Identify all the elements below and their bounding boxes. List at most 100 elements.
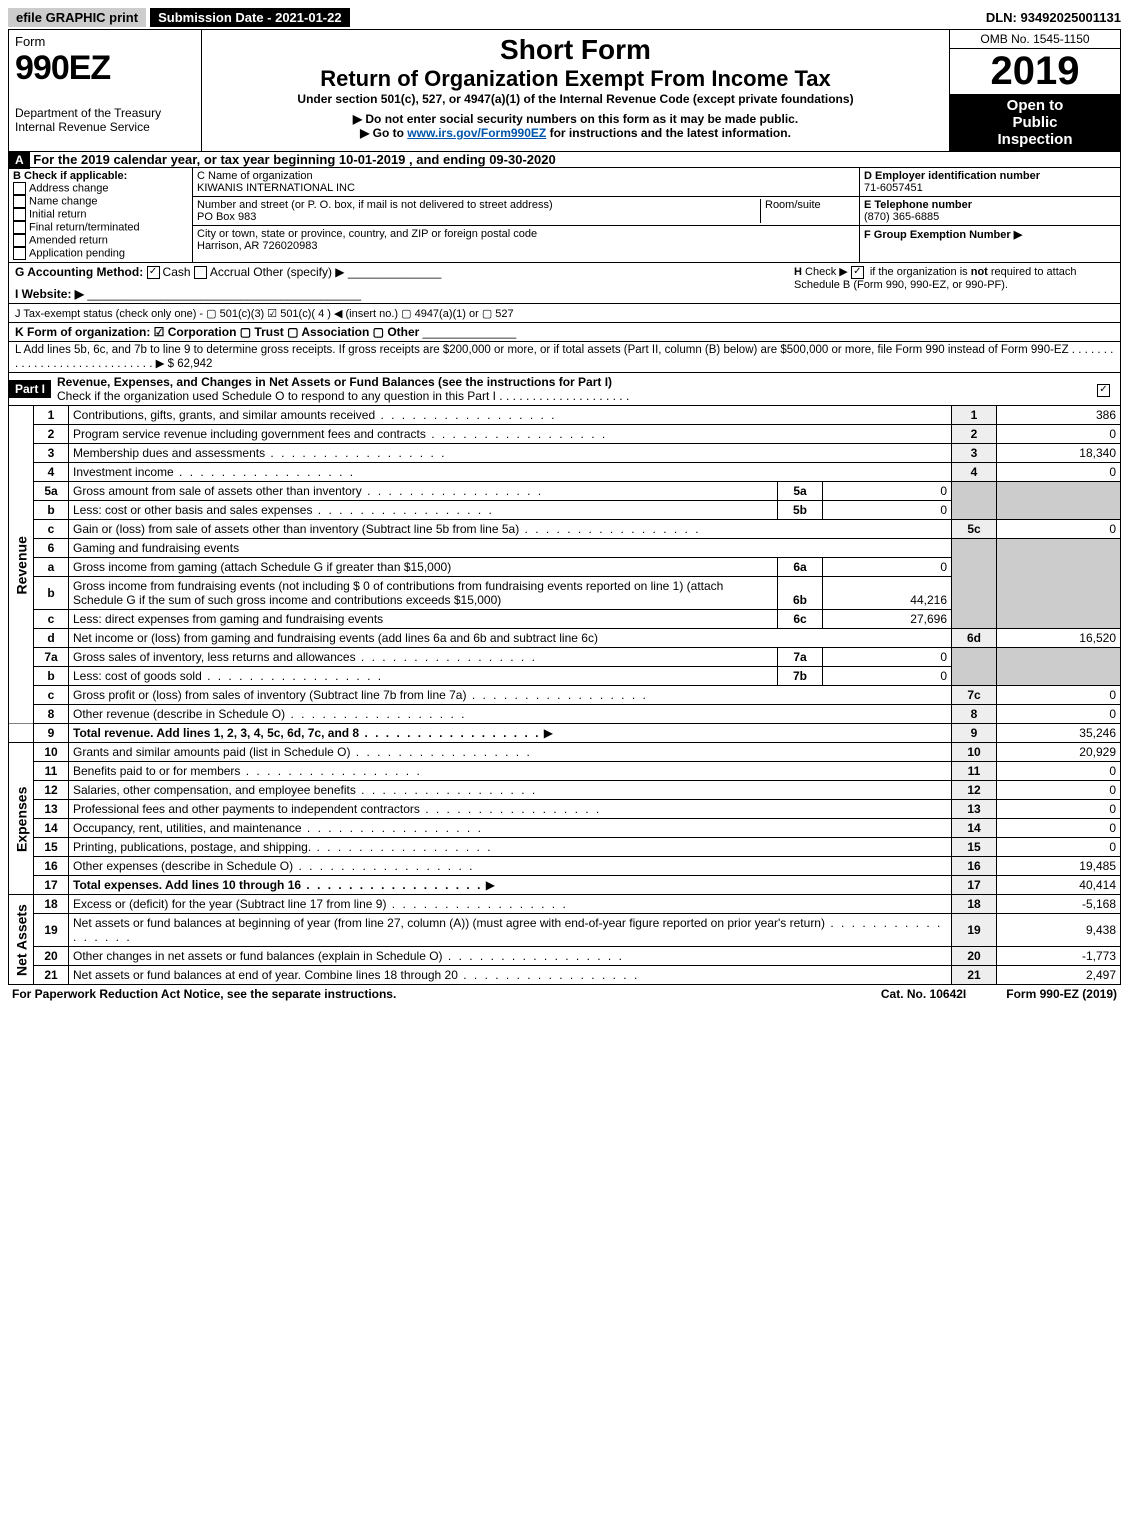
tax-year: 2019 <box>950 49 1120 94</box>
l16-desc: Other expenses (describe in Schedule O) <box>73 859 474 873</box>
vlabel-netassets: Net Assets <box>9 895 34 985</box>
opt-name: Name change <box>29 195 98 207</box>
row-j: J Tax-exempt status (check only one) - ▢… <box>8 304 1121 323</box>
ein-value: 71-6057451 <box>864 182 923 194</box>
org-city: Harrison, AR 726020983 <box>197 240 317 252</box>
l17-amt: 40,414 <box>997 876 1121 895</box>
g-cash: Cash <box>163 265 191 279</box>
l18-desc: Excess or (deficit) for the year (Subtra… <box>73 897 568 911</box>
opt-initial: Initial return <box>29 208 86 220</box>
l7b-sub: 0 <box>823 667 952 685</box>
chk-amended-return[interactable] <box>13 234 26 247</box>
l17-desc: Total expenses. Add lines 10 through 16 <box>73 878 482 892</box>
l12-amt: 0 <box>997 781 1121 800</box>
form-number: 990EZ <box>15 49 195 88</box>
opt-final: Final return/terminated <box>29 221 140 233</box>
chk-initial-return[interactable] <box>13 208 26 221</box>
part1-badge: Part I <box>9 380 51 398</box>
g-label: G Accounting Method: <box>15 265 143 279</box>
submission-date-badge: Submission Date - 2021-01-22 <box>150 8 350 27</box>
dept-line2: Internal Revenue Service <box>15 120 195 134</box>
opt-amended: Amended return <box>29 234 108 246</box>
section-b: B Check if applicable: Address change Na… <box>9 168 193 262</box>
info-grid: B Check if applicable: Address change Na… <box>8 168 1121 263</box>
bullet2-pre: ▶ Go to <box>360 126 407 140</box>
l5a-desc: Gross amount from sale of assets other t… <box>73 484 543 498</box>
header-center: Short Form Return of Organization Exempt… <box>202 30 949 151</box>
chk-part1-sched-o[interactable] <box>1097 384 1110 397</box>
l15-amt: 0 <box>997 838 1121 857</box>
omb-number: OMB No. 1545-1150 <box>950 30 1120 49</box>
l7c-amt: 0 <box>997 686 1121 705</box>
form-header: Form 990EZ Department of the Treasury In… <box>8 29 1121 152</box>
footer-right: Form 990-EZ (2019) <box>1006 987 1117 1001</box>
l2-desc: Program service revenue including govern… <box>73 427 607 441</box>
l7a-desc: Gross sales of inventory, less returns a… <box>73 650 537 664</box>
l6c-desc: Less: direct expenses from gaming and fu… <box>73 612 383 626</box>
c-addr-label: Number and street (or P. O. box, if mail… <box>197 199 553 211</box>
l7c-desc: Gross profit or (loss) from sales of inv… <box>73 688 648 702</box>
l8-amt: 0 <box>997 705 1121 724</box>
opt-address: Address change <box>29 182 109 194</box>
l13-desc: Professional fees and other payments to … <box>73 802 601 816</box>
phone-value: (870) 365-6885 <box>864 211 939 223</box>
top-bar: efile GRAPHIC print Submission Date - 20… <box>8 8 1121 27</box>
i-website-label: I Website: ▶ <box>15 287 84 301</box>
chk-final-return[interactable] <box>13 221 26 234</box>
efile-print-button[interactable]: efile GRAPHIC print <box>8 8 146 27</box>
chk-address-change[interactable] <box>13 182 26 195</box>
l5c-desc: Gain or (loss) from sale of assets other… <box>73 522 701 536</box>
section-def: D Employer identification number 71-6057… <box>859 168 1120 262</box>
l3-amt: 18,340 <box>997 444 1121 463</box>
l1-amt: 386 <box>997 406 1121 425</box>
chk-h[interactable] <box>851 266 864 279</box>
e-phone-label: E Telephone number <box>864 199 972 211</box>
l3-desc: Membership dues and assessments <box>73 446 446 460</box>
l6-desc: Gaming and fundraising events <box>69 539 952 558</box>
footer-catno: Cat. No. 10642I <box>881 987 966 1001</box>
irs-link[interactable]: www.irs.gov/Form990EZ <box>407 126 546 140</box>
bullet2-post: for instructions and the latest informat… <box>550 126 791 140</box>
bullet-link-line: ▶ Go to www.irs.gov/Form990EZ for instru… <box>210 126 941 140</box>
c-name-label: C Name of organization <box>197 170 313 182</box>
l6d-desc: Net income or (loss) from gaming and fun… <box>69 629 952 648</box>
form-word: Form <box>15 34 195 49</box>
org-name: KIWANIS INTERNATIONAL INC <box>197 182 355 194</box>
tax-period-row: A For the 2019 calendar year, or tax yea… <box>8 152 1121 168</box>
header-left: Form 990EZ Department of the Treasury In… <box>9 30 202 151</box>
g-accrual: Accrual <box>210 265 250 279</box>
l4-desc: Investment income <box>73 465 355 479</box>
l4-amt: 0 <box>997 463 1121 482</box>
chk-accrual[interactable] <box>194 266 207 279</box>
chk-cash[interactable] <box>147 266 160 279</box>
footer-left: For Paperwork Reduction Act Notice, see … <box>12 987 881 1001</box>
org-address: PO Box 983 <box>197 211 256 223</box>
l11-desc: Benefits paid to or for members <box>73 764 422 778</box>
row-gh: G Accounting Method: Cash Accrual Other … <box>8 263 1121 304</box>
l6b-sub: 44,216 <box>823 577 952 609</box>
l5a-sub: 0 <box>823 482 952 500</box>
dept-line1: Department of the Treasury <box>15 106 195 120</box>
l16-amt: 19,485 <box>997 857 1121 876</box>
l21-desc: Net assets or fund balances at end of ye… <box>73 968 639 982</box>
opt-pending: Application pending <box>29 247 125 259</box>
title-return: Return of Organization Exempt From Incom… <box>210 66 941 92</box>
part1-title: Revenue, Expenses, and Changes in Net As… <box>51 373 1090 405</box>
l5c-amt: 0 <box>997 520 1121 539</box>
l12-desc: Salaries, other compensation, and employ… <box>73 783 537 797</box>
l14-amt: 0 <box>997 819 1121 838</box>
chk-application-pending[interactable] <box>13 247 26 260</box>
h-text: H Check ▶ if the organization is not req… <box>794 265 1114 291</box>
l7b-desc: Less: cost of goods sold <box>73 669 383 683</box>
c-city-label: City or town, state or province, country… <box>197 228 537 240</box>
dln-label: DLN: 93492025001131 <box>986 10 1121 25</box>
l6b-desc: Gross income from fundraising events (no… <box>73 579 723 607</box>
chk-name-change[interactable] <box>13 195 26 208</box>
l14-desc: Occupancy, rent, utilities, and maintena… <box>73 821 483 835</box>
title-short-form: Short Form <box>210 34 941 66</box>
row-k: K Form of organization: ☑ Corporation ▢ … <box>8 323 1121 342</box>
l9-desc: Total revenue. Add lines 1, 2, 3, 4, 5c,… <box>73 726 540 740</box>
l1-desc: Contributions, gifts, grants, and simila… <box>73 408 557 422</box>
l6d-amt: 16,520 <box>997 629 1121 648</box>
l19-amt: 9,438 <box>997 914 1121 947</box>
